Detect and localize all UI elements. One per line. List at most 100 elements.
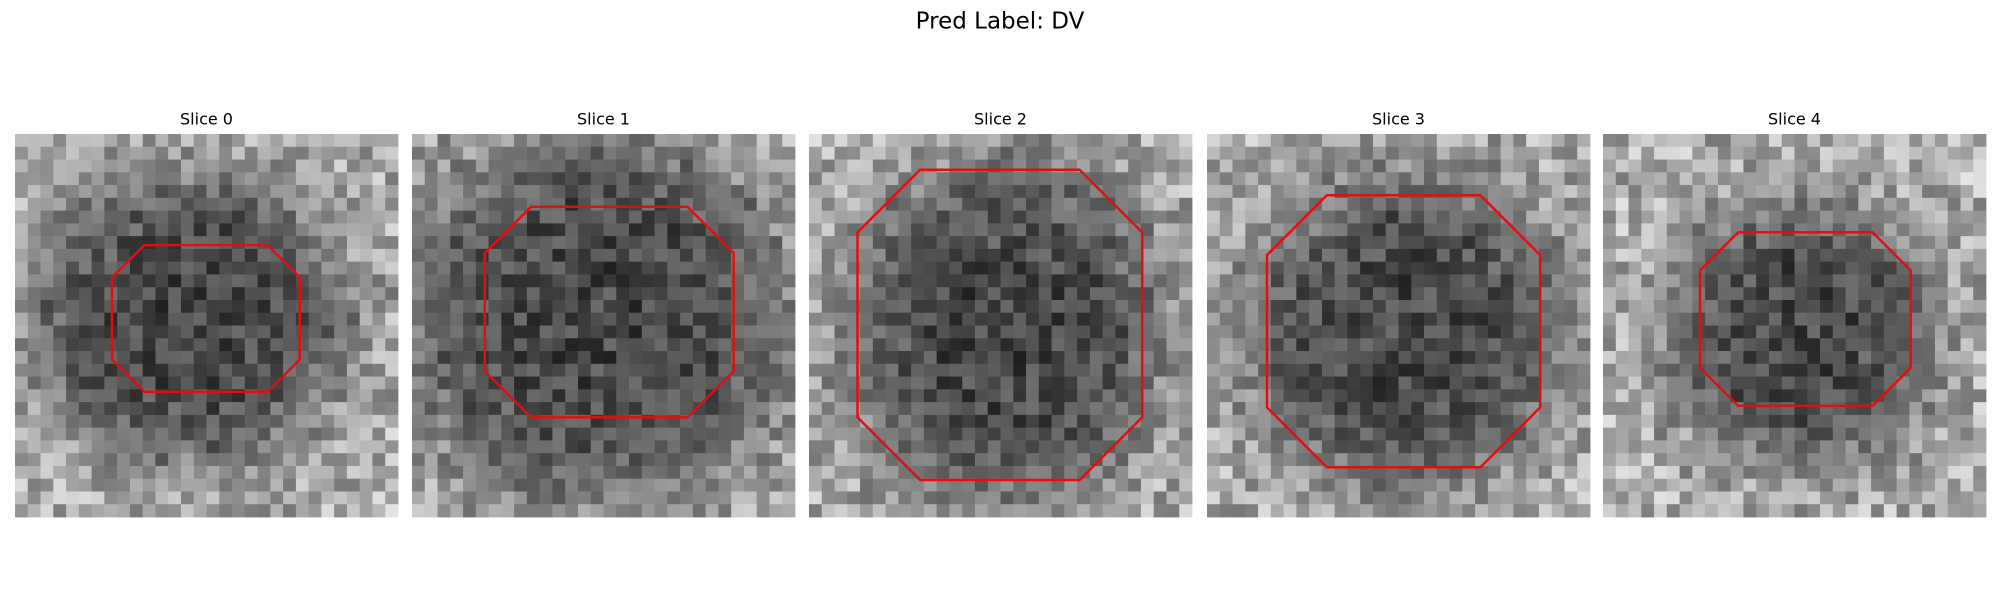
- pixel: [1000, 299, 1014, 314]
- pixel: [321, 299, 335, 314]
- pixel: [936, 351, 950, 365]
- pixel: [1013, 478, 1027, 492]
- pixel: [1051, 299, 1065, 314]
- pixel: [295, 210, 310, 224]
- pixel: [1743, 414, 1757, 429]
- pixel: [1832, 312, 1846, 326]
- pixel: [1321, 465, 1336, 480]
- pixel: [501, 402, 515, 416]
- pixel: [385, 312, 399, 326]
- pixel: [1934, 248, 1949, 263]
- pixel: [270, 402, 284, 416]
- pixel: [1577, 299, 1591, 314]
- pixel: [40, 453, 54, 467]
- pixel: [155, 363, 169, 377]
- pixel: [283, 223, 297, 237]
- pixel: [193, 223, 207, 237]
- pixel: [1360, 338, 1374, 352]
- pixel: [219, 172, 233, 186]
- pixel: [1794, 274, 1808, 288]
- pixel: [1166, 465, 1180, 480]
- pixel: [66, 236, 80, 250]
- pixel: [1538, 440, 1553, 454]
- pixel: [1526, 465, 1540, 480]
- pixel: [437, 223, 451, 237]
- pixel: [412, 504, 426, 518]
- pixel: [1858, 491, 1872, 505]
- pixel: [1641, 172, 1655, 186]
- pixel: [1038, 491, 1052, 505]
- pixel: [1296, 134, 1310, 148]
- pixel: [40, 465, 54, 480]
- pixel: [1089, 402, 1104, 416]
- pixel: [590, 287, 604, 301]
- pixel: [53, 287, 67, 301]
- pixel: [1871, 478, 1885, 492]
- pixel: [1947, 185, 1961, 199]
- pixel: [15, 427, 29, 441]
- pixel: [244, 504, 258, 518]
- pixel: [1026, 223, 1040, 237]
- pixel: [1462, 453, 1476, 467]
- pixel: [1960, 414, 1974, 429]
- pixel: [1807, 134, 1821, 148]
- pixel: [1219, 351, 1233, 365]
- pixel: [1538, 146, 1553, 160]
- pixel: [1449, 376, 1463, 390]
- pixel: [1909, 465, 1923, 480]
- pixel: [565, 389, 579, 403]
- pixel: [450, 134, 464, 148]
- pixel: [206, 478, 220, 492]
- pixel: [1487, 338, 1502, 352]
- pixel: [488, 287, 502, 301]
- pixel: [1360, 478, 1374, 492]
- pixel: [962, 210, 976, 224]
- pixel: [1153, 134, 1167, 148]
- pixel: [1064, 414, 1078, 429]
- pixel: [885, 210, 899, 224]
- pixel: [898, 287, 912, 301]
- pixel: [40, 440, 54, 454]
- image-panel: [809, 134, 1193, 518]
- pixel: [1000, 287, 1014, 301]
- pixel: [590, 185, 604, 199]
- pixel: [1245, 440, 1259, 454]
- pixel: [1245, 134, 1259, 148]
- pixel: [539, 389, 553, 403]
- pixel: [424, 440, 438, 454]
- pixel: [641, 478, 655, 492]
- pixel: [1934, 478, 1949, 492]
- pixel: [1717, 261, 1732, 275]
- pixel: [1000, 440, 1014, 454]
- pixel: [1038, 465, 1052, 480]
- pixel: [1475, 261, 1489, 275]
- pixel: [334, 478, 348, 492]
- pixel: [1207, 197, 1221, 211]
- pixel: [692, 440, 707, 454]
- pixel: [40, 478, 54, 492]
- pixel: [1832, 402, 1846, 416]
- pixel: [1564, 351, 1578, 365]
- pixel: [78, 159, 92, 173]
- pixel: [1128, 478, 1142, 492]
- pixel: [1641, 146, 1655, 160]
- pixel: [1038, 287, 1052, 301]
- pixel: [1807, 414, 1821, 429]
- pixel: [308, 389, 322, 403]
- pixel: [257, 351, 271, 365]
- pixel: [1207, 146, 1221, 160]
- pixel: [1283, 299, 1297, 314]
- pixel: [782, 185, 796, 199]
- pixel: [1462, 287, 1476, 301]
- pixel: [1258, 376, 1272, 390]
- pixel: [667, 351, 681, 365]
- pixel: [834, 338, 848, 352]
- pixel: [501, 427, 515, 441]
- pixel: [629, 338, 643, 352]
- pixel: [1858, 504, 1872, 518]
- pixel: [756, 261, 770, 275]
- pixel: [1628, 427, 1642, 441]
- pixel: [552, 338, 566, 352]
- pixel: [756, 440, 770, 454]
- pixel: [603, 210, 617, 224]
